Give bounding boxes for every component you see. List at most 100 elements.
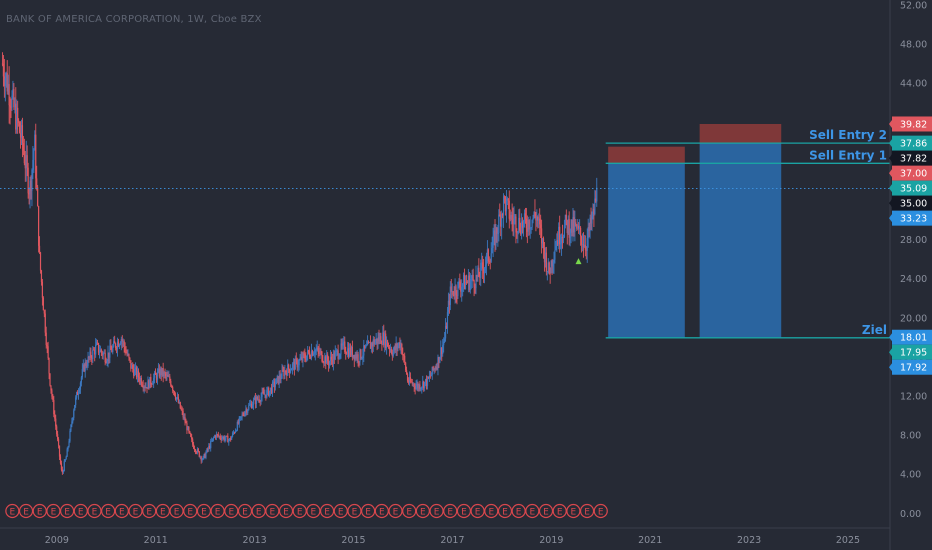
- earnings-marker-11[interactable]: E: [155, 503, 170, 519]
- price-label-37-86[interactable]: 37.86: [889, 135, 932, 151]
- earnings-marker-27[interactable]: E: [374, 503, 389, 519]
- price-label-17-92[interactable]: 17.92: [889, 359, 932, 375]
- earnings-marker-0[interactable]: E: [5, 503, 20, 519]
- earnings-marker-42[interactable]: E: [579, 503, 595, 519]
- earnings-marker-3[interactable]: E: [46, 503, 61, 519]
- earnings-marker-17[interactable]: E: [237, 503, 253, 519]
- earnings-marker-1[interactable]: E: [18, 503, 34, 519]
- earnings-marker-24[interactable]: E: [333, 503, 348, 519]
- earnings-marker-label: E: [352, 508, 358, 518]
- earnings-marker-19[interactable]: E: [265, 503, 280, 519]
- candle-body-279: [267, 387, 269, 391]
- time-axis[interactable]: 2009 2011 2013 2015 2017 2019 2021 2023 2025: [0, 527, 890, 546]
- price-label-text: 18.01: [900, 333, 927, 344]
- price-label-17-95[interactable]: 17.95: [889, 344, 932, 360]
- earnings-marker-23[interactable]: E: [319, 503, 335, 519]
- candle-body-71: [69, 430, 71, 442]
- earnings-marker-28[interactable]: E: [388, 503, 403, 519]
- earnings-marker-43[interactable]: E: [593, 503, 608, 519]
- earnings-marker-15[interactable]: E: [210, 503, 225, 519]
- earnings-marker-label: E: [283, 508, 289, 518]
- candle-body-64: [62, 471, 64, 473]
- candle-body-388: [370, 343, 373, 349]
- earnings-marker-22[interactable]: E: [306, 503, 321, 519]
- candle-body-162: [155, 374, 158, 380]
- candle-body-333: [318, 350, 320, 354]
- price-label-35-09[interactable]: 35.09: [889, 180, 932, 196]
- earnings-marker-2[interactable]: E: [32, 503, 47, 519]
- candle-body-416: [397, 345, 399, 349]
- short-position-2-stop-zone[interactable]: [699, 123, 782, 144]
- price-label-39-82[interactable]: 39.82: [889, 116, 932, 132]
- candle-body-184: [176, 397, 179, 399]
- candle-body-427: [407, 380, 410, 383]
- candle-body-544: [519, 217, 521, 230]
- earnings-marker-10[interactable]: E: [142, 503, 157, 519]
- y-tick-label-0: 0.00: [900, 509, 921, 520]
- earnings-marker-35[interactable]: E: [484, 503, 499, 519]
- earnings-marker-4[interactable]: E: [59, 503, 75, 519]
- earnings-marker-9[interactable]: E: [128, 503, 143, 519]
- earnings-marker-32[interactable]: E: [443, 503, 458, 519]
- candle-body-496: [473, 280, 475, 288]
- candle-body-18: [18, 122, 21, 133]
- candle-body-248: [237, 422, 239, 424]
- earnings-marker-25[interactable]: E: [347, 503, 362, 519]
- earnings-marker-20[interactable]: E: [278, 503, 294, 519]
- candle-body-253: [242, 414, 244, 416]
- candle-body-269: [257, 399, 259, 400]
- earnings-marker-37[interactable]: E: [511, 503, 526, 519]
- candle-body-113: [109, 345, 111, 358]
- candle-body-602: [574, 222, 576, 233]
- earnings-marker-39[interactable]: E: [538, 503, 554, 519]
- earnings-marker-12[interactable]: E: [169, 503, 184, 519]
- candle-body-294: [281, 369, 283, 379]
- earnings-marker-5[interactable]: E: [73, 503, 88, 519]
- earnings-marker-16[interactable]: E: [224, 503, 239, 519]
- candle-body-532: [507, 198, 509, 201]
- earnings-marker-13[interactable]: E: [183, 503, 198, 519]
- earnings-marker-41[interactable]: E: [566, 503, 581, 519]
- earnings-marker-label: E: [338, 508, 344, 518]
- short-position-2-target-zone[interactable]: [699, 143, 782, 338]
- short-position-1-stop-zone[interactable]: [608, 146, 685, 164]
- candle-body-37: [37, 187, 39, 207]
- earnings-marker-30[interactable]: E: [415, 503, 430, 519]
- candle-body-29: [29, 180, 31, 195]
- candle-body-115: [111, 349, 113, 353]
- earnings-marker-40[interactable]: E: [552, 503, 567, 519]
- candle-body-277: [265, 394, 267, 398]
- earnings-marker-21[interactable]: E: [292, 503, 307, 519]
- candle-body-211: [202, 456, 204, 460]
- candle-body-540: [515, 216, 517, 233]
- price-label-37-82[interactable]: 37.82: [889, 150, 932, 166]
- price-label-33-23[interactable]: 33.23: [889, 210, 932, 226]
- earnings-marker-38[interactable]: E: [525, 503, 540, 519]
- earnings-marker-8[interactable]: E: [114, 503, 129, 519]
- price-label-35-00[interactable]: 35.00: [889, 195, 932, 211]
- earnings-marker-18[interactable]: E: [251, 503, 266, 519]
- candle-body-6: [7, 84, 9, 92]
- candle-body-500: [477, 267, 479, 278]
- candle-body-452: [431, 366, 433, 375]
- candle-body-63: [61, 469, 63, 473]
- short-position-1-target-zone[interactable]: [608, 163, 685, 338]
- earnings-marker-6[interactable]: E: [87, 503, 102, 519]
- candle-body-266: [254, 397, 256, 404]
- earnings-marker-14[interactable]: E: [196, 503, 212, 519]
- earnings-marker-label: E: [256, 508, 262, 518]
- earnings-marker-label: E: [201, 508, 207, 518]
- earnings-marker-33[interactable]: E: [456, 503, 472, 519]
- candle-body-327: [312, 353, 315, 356]
- price-label-37-00[interactable]: 37.00: [889, 165, 932, 181]
- candle-body-125: [120, 339, 122, 344]
- earnings-marker-34[interactable]: E: [470, 503, 485, 519]
- earnings-marker-29[interactable]: E: [402, 503, 417, 519]
- earnings-marker-26[interactable]: E: [361, 503, 376, 519]
- earnings-marker-7[interactable]: E: [101, 503, 116, 519]
- candle-body-128: [123, 341, 125, 347]
- earnings-marker-31[interactable]: E: [429, 503, 444, 519]
- price-label-18-01[interactable]: 18.01: [889, 329, 932, 345]
- earnings-marker-36[interactable]: E: [497, 503, 513, 519]
